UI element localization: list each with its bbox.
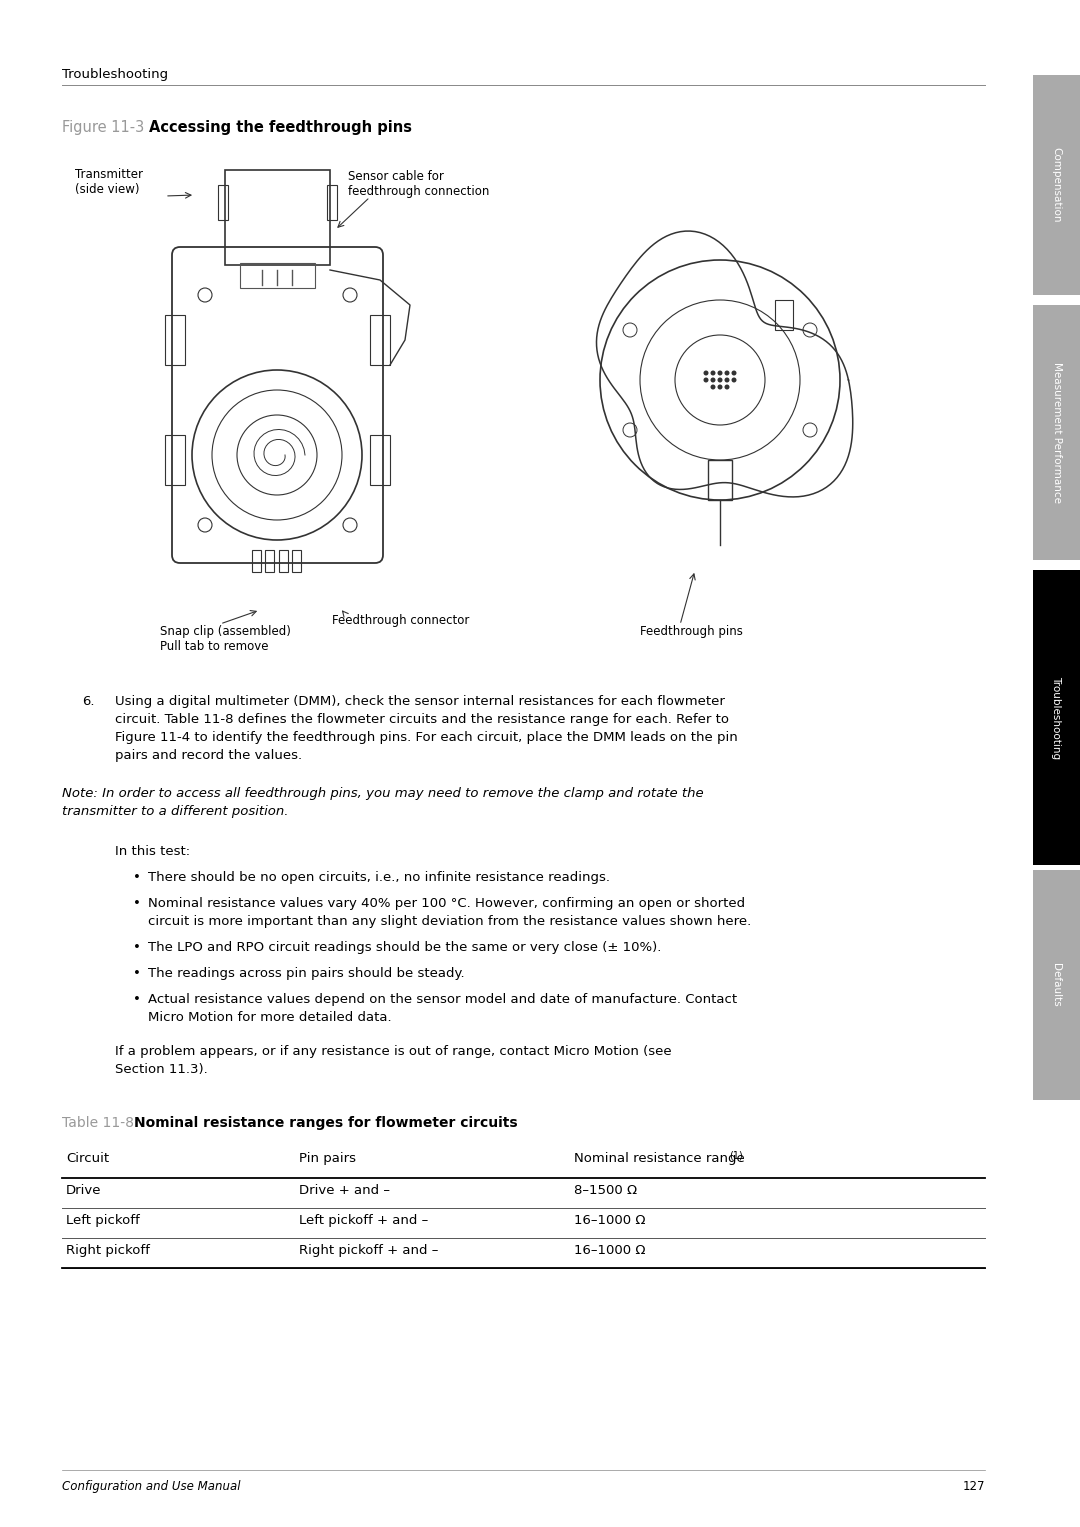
Bar: [165, 315, 185, 365]
Text: transmitter to a different position.: transmitter to a different position.: [62, 805, 288, 818]
Text: Accessing the feedthrough pins: Accessing the feedthrough pins: [149, 121, 411, 134]
Bar: [252, 550, 261, 573]
Circle shape: [725, 377, 729, 382]
Text: 16–1000 Ω: 16–1000 Ω: [573, 1214, 646, 1228]
Bar: [1032, 870, 1080, 1099]
Circle shape: [717, 385, 723, 389]
Circle shape: [725, 385, 729, 389]
Bar: [218, 185, 228, 220]
Bar: [225, 169, 330, 266]
Text: •: •: [133, 941, 140, 954]
Text: Right pickoff: Right pickoff: [66, 1245, 150, 1257]
Text: Right pickoff + and –: Right pickoff + and –: [299, 1245, 438, 1257]
Bar: [265, 550, 274, 573]
Text: Pin pairs: Pin pairs: [299, 1151, 356, 1165]
Circle shape: [717, 371, 723, 376]
Text: Snap clip (assembled)
Pull tab to remove: Snap clip (assembled) Pull tab to remove: [160, 625, 291, 654]
Text: Circuit: Circuit: [66, 1151, 109, 1165]
Text: In this test:: In this test:: [114, 844, 190, 858]
Bar: [279, 550, 288, 573]
Text: Table 11-8: Table 11-8: [62, 1116, 134, 1130]
Text: Section 11.3).: Section 11.3).: [114, 1063, 207, 1077]
Text: Using a digital multimeter (DMM), check the sensor internal resistances for each: Using a digital multimeter (DMM), check …: [114, 695, 725, 709]
Bar: [1032, 0, 1080, 70]
Circle shape: [711, 385, 715, 389]
Bar: [1032, 570, 1080, 864]
Text: Transmitter
(side view): Transmitter (side view): [75, 168, 143, 195]
Text: Left pickoff + and –: Left pickoff + and –: [299, 1214, 429, 1228]
Text: Figure 11-4 to identify the feedthrough pins. For each circuit, place the DMM le: Figure 11-4 to identify the feedthrough …: [114, 731, 738, 744]
Circle shape: [703, 371, 708, 376]
Text: •: •: [133, 896, 140, 910]
Text: The readings across pin pairs should be steady.: The readings across pin pairs should be …: [148, 967, 464, 980]
Text: Sensor cable for
feedthrough connection: Sensor cable for feedthrough connection: [348, 169, 489, 199]
Text: Note: In order to access all feedthrough pins, you may need to remove the clamp : Note: In order to access all feedthrough…: [62, 786, 704, 800]
Circle shape: [703, 377, 708, 382]
Text: •: •: [133, 870, 140, 884]
Text: Actual resistance values depend on the sensor model and date of manufacture. Con: Actual resistance values depend on the s…: [148, 993, 738, 1006]
Text: circuit is more important than any slight deviation from the resistance values s: circuit is more important than any sligh…: [148, 915, 752, 928]
Text: Measurement Performance: Measurement Performance: [1052, 362, 1062, 502]
Bar: [1032, 1106, 1080, 1527]
Bar: [240, 263, 315, 289]
Text: 16–1000 Ω: 16–1000 Ω: [573, 1245, 646, 1257]
Circle shape: [725, 371, 729, 376]
Text: •: •: [133, 993, 140, 1006]
Text: Left pickoff: Left pickoff: [66, 1214, 139, 1228]
Bar: [1032, 75, 1080, 295]
Text: circuit. Table 11-8 defines the flowmeter circuits and the resistance range for : circuit. Table 11-8 defines the flowmete…: [114, 713, 729, 725]
Bar: [370, 315, 390, 365]
Bar: [292, 550, 301, 573]
Circle shape: [711, 371, 715, 376]
Text: •: •: [133, 967, 140, 980]
Text: Feedthrough pins: Feedthrough pins: [640, 625, 743, 638]
Circle shape: [731, 377, 737, 382]
Text: Drive + and –: Drive + and –: [299, 1183, 390, 1197]
Text: 127: 127: [962, 1480, 985, 1493]
Bar: [775, 299, 793, 330]
Text: Configuration and Use Manual: Configuration and Use Manual: [62, 1480, 241, 1493]
Text: There should be no open circuits, i.e., no infinite resistance readings.: There should be no open circuits, i.e., …: [148, 870, 610, 884]
Text: 8–1500 Ω: 8–1500 Ω: [573, 1183, 637, 1197]
Circle shape: [717, 377, 723, 382]
Text: Nominal resistance range: Nominal resistance range: [573, 1151, 745, 1165]
Text: If a problem appears, or if any resistance is out of range, contact Micro Motion: If a problem appears, or if any resistan…: [114, 1044, 672, 1058]
Text: Figure 11-3: Figure 11-3: [62, 121, 145, 134]
Text: (1): (1): [729, 1150, 743, 1161]
Bar: [1032, 305, 1080, 560]
Text: Nominal resistance values vary 40% per 100 °C. However, confirming an open or sh: Nominal resistance values vary 40% per 1…: [148, 896, 745, 910]
Text: Compensation: Compensation: [1052, 147, 1062, 223]
Text: pairs and record the values.: pairs and record the values.: [114, 750, 302, 762]
Text: The LPO and RPO circuit readings should be the same or very close (± 10%).: The LPO and RPO circuit readings should …: [148, 941, 661, 954]
Text: Troubleshooting: Troubleshooting: [1052, 676, 1062, 759]
Bar: [708, 460, 732, 499]
Text: Drive: Drive: [66, 1183, 102, 1197]
Circle shape: [731, 371, 737, 376]
Bar: [165, 435, 185, 486]
Circle shape: [711, 377, 715, 382]
Text: 6.: 6.: [82, 695, 95, 709]
Text: Feedthrough connector: Feedthrough connector: [332, 614, 470, 628]
Text: Defaults: Defaults: [1052, 964, 1062, 1006]
Text: Micro Motion for more detailed data.: Micro Motion for more detailed data.: [148, 1011, 392, 1025]
Bar: [370, 435, 390, 486]
Bar: [327, 185, 337, 220]
Text: Troubleshooting: Troubleshooting: [62, 69, 168, 81]
Text: Nominal resistance ranges for flowmeter circuits: Nominal resistance ranges for flowmeter …: [134, 1116, 517, 1130]
